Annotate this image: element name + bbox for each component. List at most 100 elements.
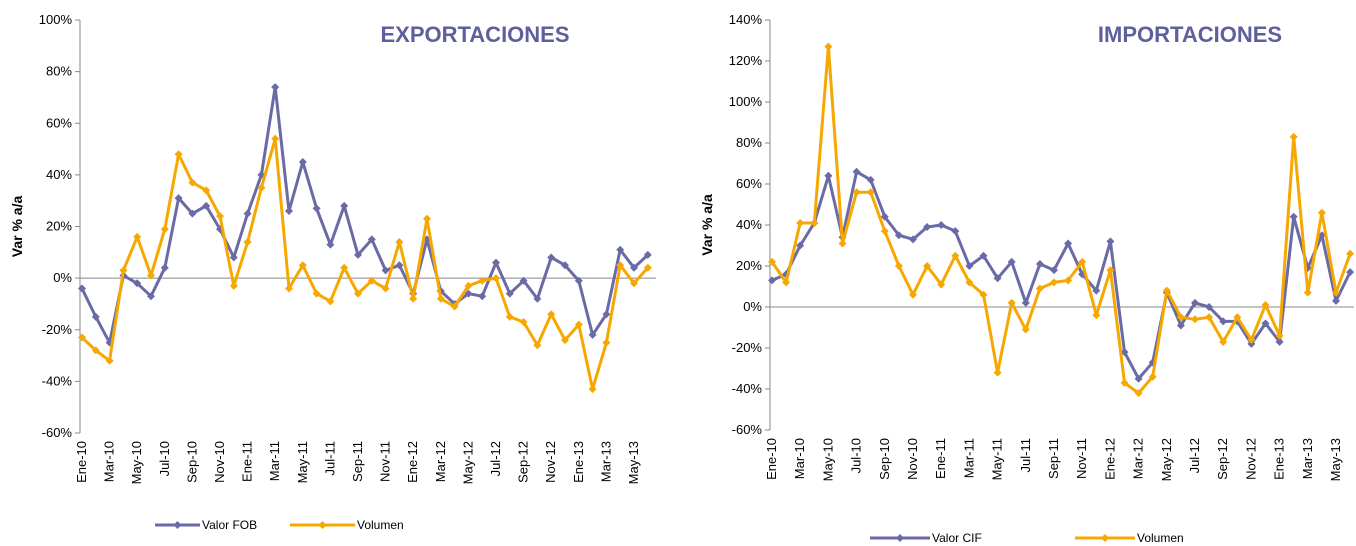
y-tick-label: 0%: [53, 270, 72, 285]
point-marker: [147, 271, 155, 280]
point-marker: [312, 204, 321, 213]
point-marker: [395, 237, 404, 246]
y-tick-label: 0%: [743, 299, 762, 314]
x-tick-label: May-10: [129, 441, 144, 484]
point-marker: [1275, 331, 1284, 340]
y-tick-label: -40%: [732, 381, 763, 396]
point-marker: [298, 261, 307, 270]
point-marker: [951, 251, 960, 260]
point-marker: [909, 235, 917, 244]
x-tick-label: Mar-11: [267, 441, 282, 481]
chart-title: IMPORTACIONES: [1098, 22, 1282, 47]
point-marker: [1050, 266, 1058, 275]
legend-marker: [1101, 534, 1109, 542]
legend-marker: [896, 534, 904, 542]
point-marker: [505, 289, 514, 298]
point-marker: [1247, 335, 1256, 344]
point-marker: [202, 201, 211, 210]
point-marker: [91, 346, 100, 355]
x-tick-label: Nov-10: [905, 438, 920, 480]
x-tick-label: Mar-12: [433, 441, 448, 482]
x-tick-label: May-11: [990, 438, 1005, 480]
y-tick-label: 80%: [736, 135, 762, 150]
point-marker: [1021, 325, 1030, 334]
point-marker: [326, 240, 335, 249]
y-tick-label: -60%: [732, 422, 763, 437]
point-marker: [1317, 208, 1326, 217]
x-tick-label: Nov-12: [543, 441, 558, 483]
point-marker: [478, 292, 487, 301]
point-marker: [464, 281, 473, 290]
point-marker: [174, 150, 183, 159]
x-tick-label: Jul-10: [849, 438, 864, 473]
point-marker: [1176, 321, 1185, 330]
point-marker: [216, 212, 224, 221]
x-tick-label: Nov-12: [1243, 438, 1258, 480]
point-marker: [340, 263, 349, 272]
x-tick-label: Sep-12: [516, 441, 531, 483]
point-marker: [768, 257, 776, 266]
x-tick-label: Jul-10: [157, 441, 172, 476]
point-marker: [492, 258, 500, 267]
point-marker: [119, 266, 128, 275]
x-tick-label: Jul-12: [1187, 438, 1202, 473]
point-marker: [1078, 257, 1087, 266]
series-line: [770, 45, 1352, 395]
point-marker: [1205, 313, 1214, 322]
point-marker: [561, 261, 569, 270]
point-marker: [1021, 298, 1030, 307]
point-marker: [1162, 286, 1171, 295]
point-marker: [1303, 288, 1312, 297]
y-tick-label: 120%: [729, 53, 763, 68]
y-tick-label: 40%: [736, 217, 762, 232]
x-tick-label: May-13: [1328, 438, 1343, 481]
point-marker: [105, 356, 114, 365]
point-marker: [643, 250, 652, 259]
point-marker: [588, 385, 597, 394]
point-marker: [1134, 389, 1143, 398]
point-marker: [824, 42, 833, 51]
point-marker: [852, 188, 861, 197]
point-marker: [1219, 337, 1228, 346]
point-marker: [533, 341, 542, 350]
y-tick-label: 20%: [736, 258, 762, 273]
point-marker: [409, 294, 418, 303]
y-tick-label: 100%: [729, 94, 763, 109]
point-marker: [1332, 288, 1340, 297]
y-tick-label: 80%: [46, 64, 72, 79]
point-marker: [326, 297, 335, 306]
x-tick-label: May-13: [626, 441, 641, 484]
x-tick-label: Jul-12: [488, 441, 503, 476]
point-marker: [1134, 374, 1143, 383]
y-tick-label: -20%: [42, 322, 73, 337]
point-marker: [257, 183, 266, 192]
point-marker: [1261, 319, 1270, 328]
point-marker: [271, 83, 280, 92]
point-marker: [894, 262, 903, 270]
point-marker: [616, 261, 625, 270]
point-marker: [1106, 266, 1115, 275]
point-marker: [866, 175, 875, 184]
point-marker: [1233, 313, 1242, 322]
point-marker: [285, 284, 293, 293]
point-marker: [547, 310, 556, 319]
x-tick-label: Sep-10: [877, 438, 892, 480]
point-marker: [395, 261, 404, 270]
point-marker: [1007, 257, 1016, 266]
x-tick-label: Ene-13: [571, 441, 586, 483]
point-marker: [574, 276, 583, 285]
point-marker: [1050, 278, 1058, 287]
point-marker: [838, 239, 847, 248]
point-marker: [1247, 339, 1256, 348]
point-marker: [1346, 249, 1355, 258]
point-marker: [923, 262, 932, 270]
y-tick-label: 100%: [39, 12, 73, 27]
point-marker: [937, 280, 946, 289]
chart-title: EXPORTACIONES: [380, 22, 569, 47]
x-tick-label: May-12: [460, 441, 475, 484]
x-tick-label: Ene-13: [1272, 438, 1287, 480]
point-marker: [188, 209, 197, 218]
point-marker: [824, 171, 833, 180]
legend-label: Volumen: [357, 518, 404, 532]
point-marker: [160, 225, 169, 234]
